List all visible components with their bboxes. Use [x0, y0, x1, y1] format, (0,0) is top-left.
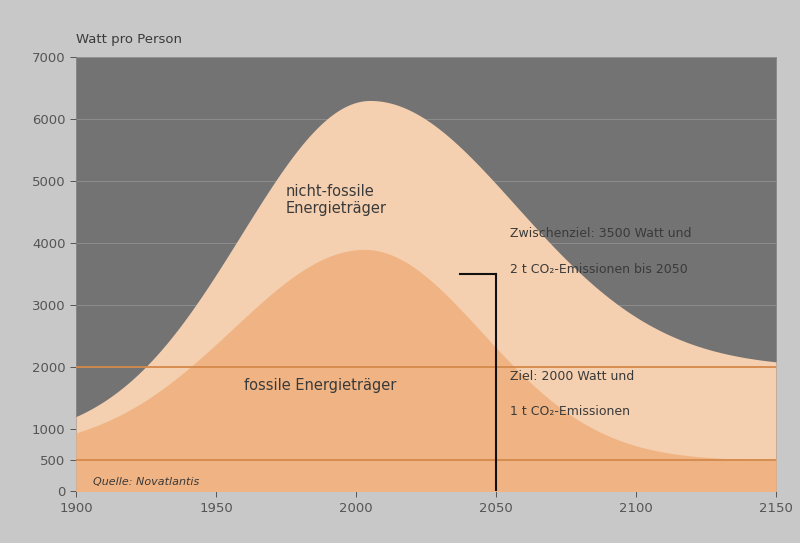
Text: nicht-fossile
Energieträger: nicht-fossile Energieträger	[286, 184, 387, 216]
Text: Zwischenziel: 3500 Watt und: Zwischenziel: 3500 Watt und	[510, 227, 691, 240]
Text: 2 t CO₂-Emissionen bis 2050: 2 t CO₂-Emissionen bis 2050	[510, 263, 688, 276]
Text: Watt pro Person: Watt pro Person	[76, 33, 182, 46]
Text: fossile Energieträger: fossile Energieträger	[244, 378, 396, 394]
Text: Quelle: Novatlantis: Quelle: Novatlantis	[93, 477, 199, 487]
Text: 1 t CO₂-Emissionen: 1 t CO₂-Emissionen	[510, 405, 630, 418]
Text: Ziel: 2000 Watt und: Ziel: 2000 Watt und	[510, 370, 634, 383]
